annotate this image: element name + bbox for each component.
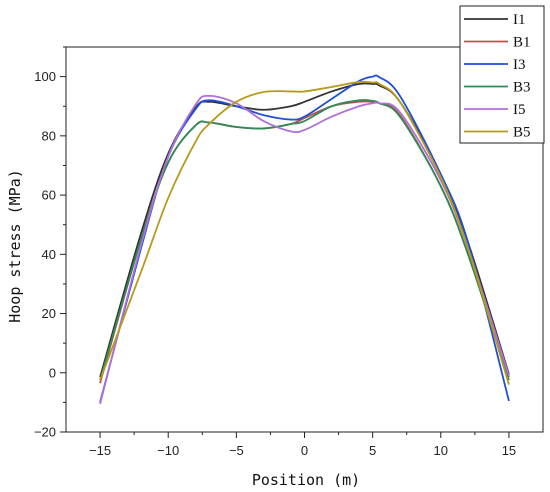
x-axis-title: Position (m)	[252, 471, 360, 489]
series-line-b1	[99, 100, 510, 384]
legend-label-b1: B1	[513, 35, 531, 51]
y-tick-label: −20	[34, 425, 56, 440]
x-tick-label: 15	[502, 443, 516, 458]
series-line-i5	[99, 94, 510, 405]
y-tick-label: 60	[42, 188, 56, 203]
legend-label-b3: B3	[513, 80, 531, 96]
y-axis-title: Hoop stress (MPa)	[6, 169, 24, 323]
x-tick-label: −15	[89, 443, 111, 458]
legend-label-b5: B5	[513, 125, 531, 141]
legend: I1 B1 I3 B3 I5 B5	[459, 5, 545, 144]
x-tick-label: −5	[229, 443, 244, 458]
series-line-i1	[99, 82, 510, 378]
series-layer	[99, 74, 510, 405]
legend-label-i5: I5	[513, 102, 526, 118]
legend-label-i1: I1	[513, 12, 526, 28]
series-line-b5	[99, 80, 510, 385]
legend-box	[459, 5, 545, 144]
y-tick-label: 20	[42, 306, 56, 321]
x-tick-label: 5	[369, 443, 376, 458]
x-tick-label: 10	[434, 443, 448, 458]
y-tick-label: 80	[42, 128, 56, 143]
series-line-b3	[99, 99, 510, 381]
legend-label-i3: I3	[513, 57, 526, 73]
y-tick-label: 0	[49, 365, 56, 380]
x-tick-label: 0	[301, 443, 308, 458]
y-tick-label: 40	[42, 247, 56, 262]
axes: −15 −10 −5 0 5 10 15 −20 0 20 40 60 80 100	[34, 46, 544, 458]
y-tick-label: 100	[34, 69, 56, 84]
x-tick-label: −10	[157, 443, 179, 458]
series-line-i3	[99, 74, 510, 403]
